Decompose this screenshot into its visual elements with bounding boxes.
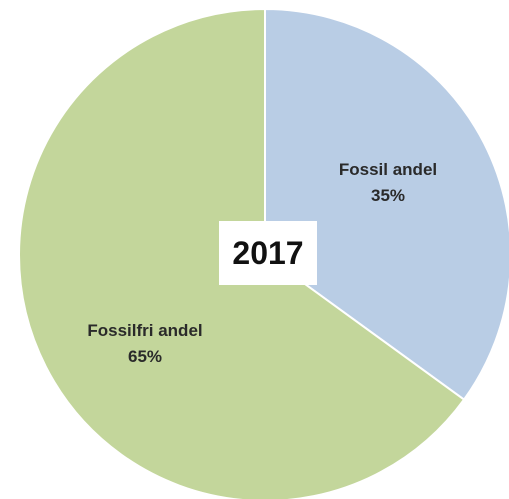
chart-title-year: 2017 bbox=[219, 221, 317, 285]
slice-label-fossil-name: Fossil andel bbox=[338, 160, 438, 179]
slice-label-fossilfri: Fossilfri andel 65% bbox=[70, 318, 220, 370]
slice-label-fossil-value: 35% bbox=[370, 186, 406, 205]
slice-label-fossilfri-value: 65% bbox=[127, 347, 163, 366]
pie-slice-fossil-andel bbox=[264, 7, 509, 401]
slice-label-fossil: Fossil andel 35% bbox=[318, 157, 458, 209]
slice-label-fossilfri-name: Fossilfri andel bbox=[87, 321, 203, 340]
